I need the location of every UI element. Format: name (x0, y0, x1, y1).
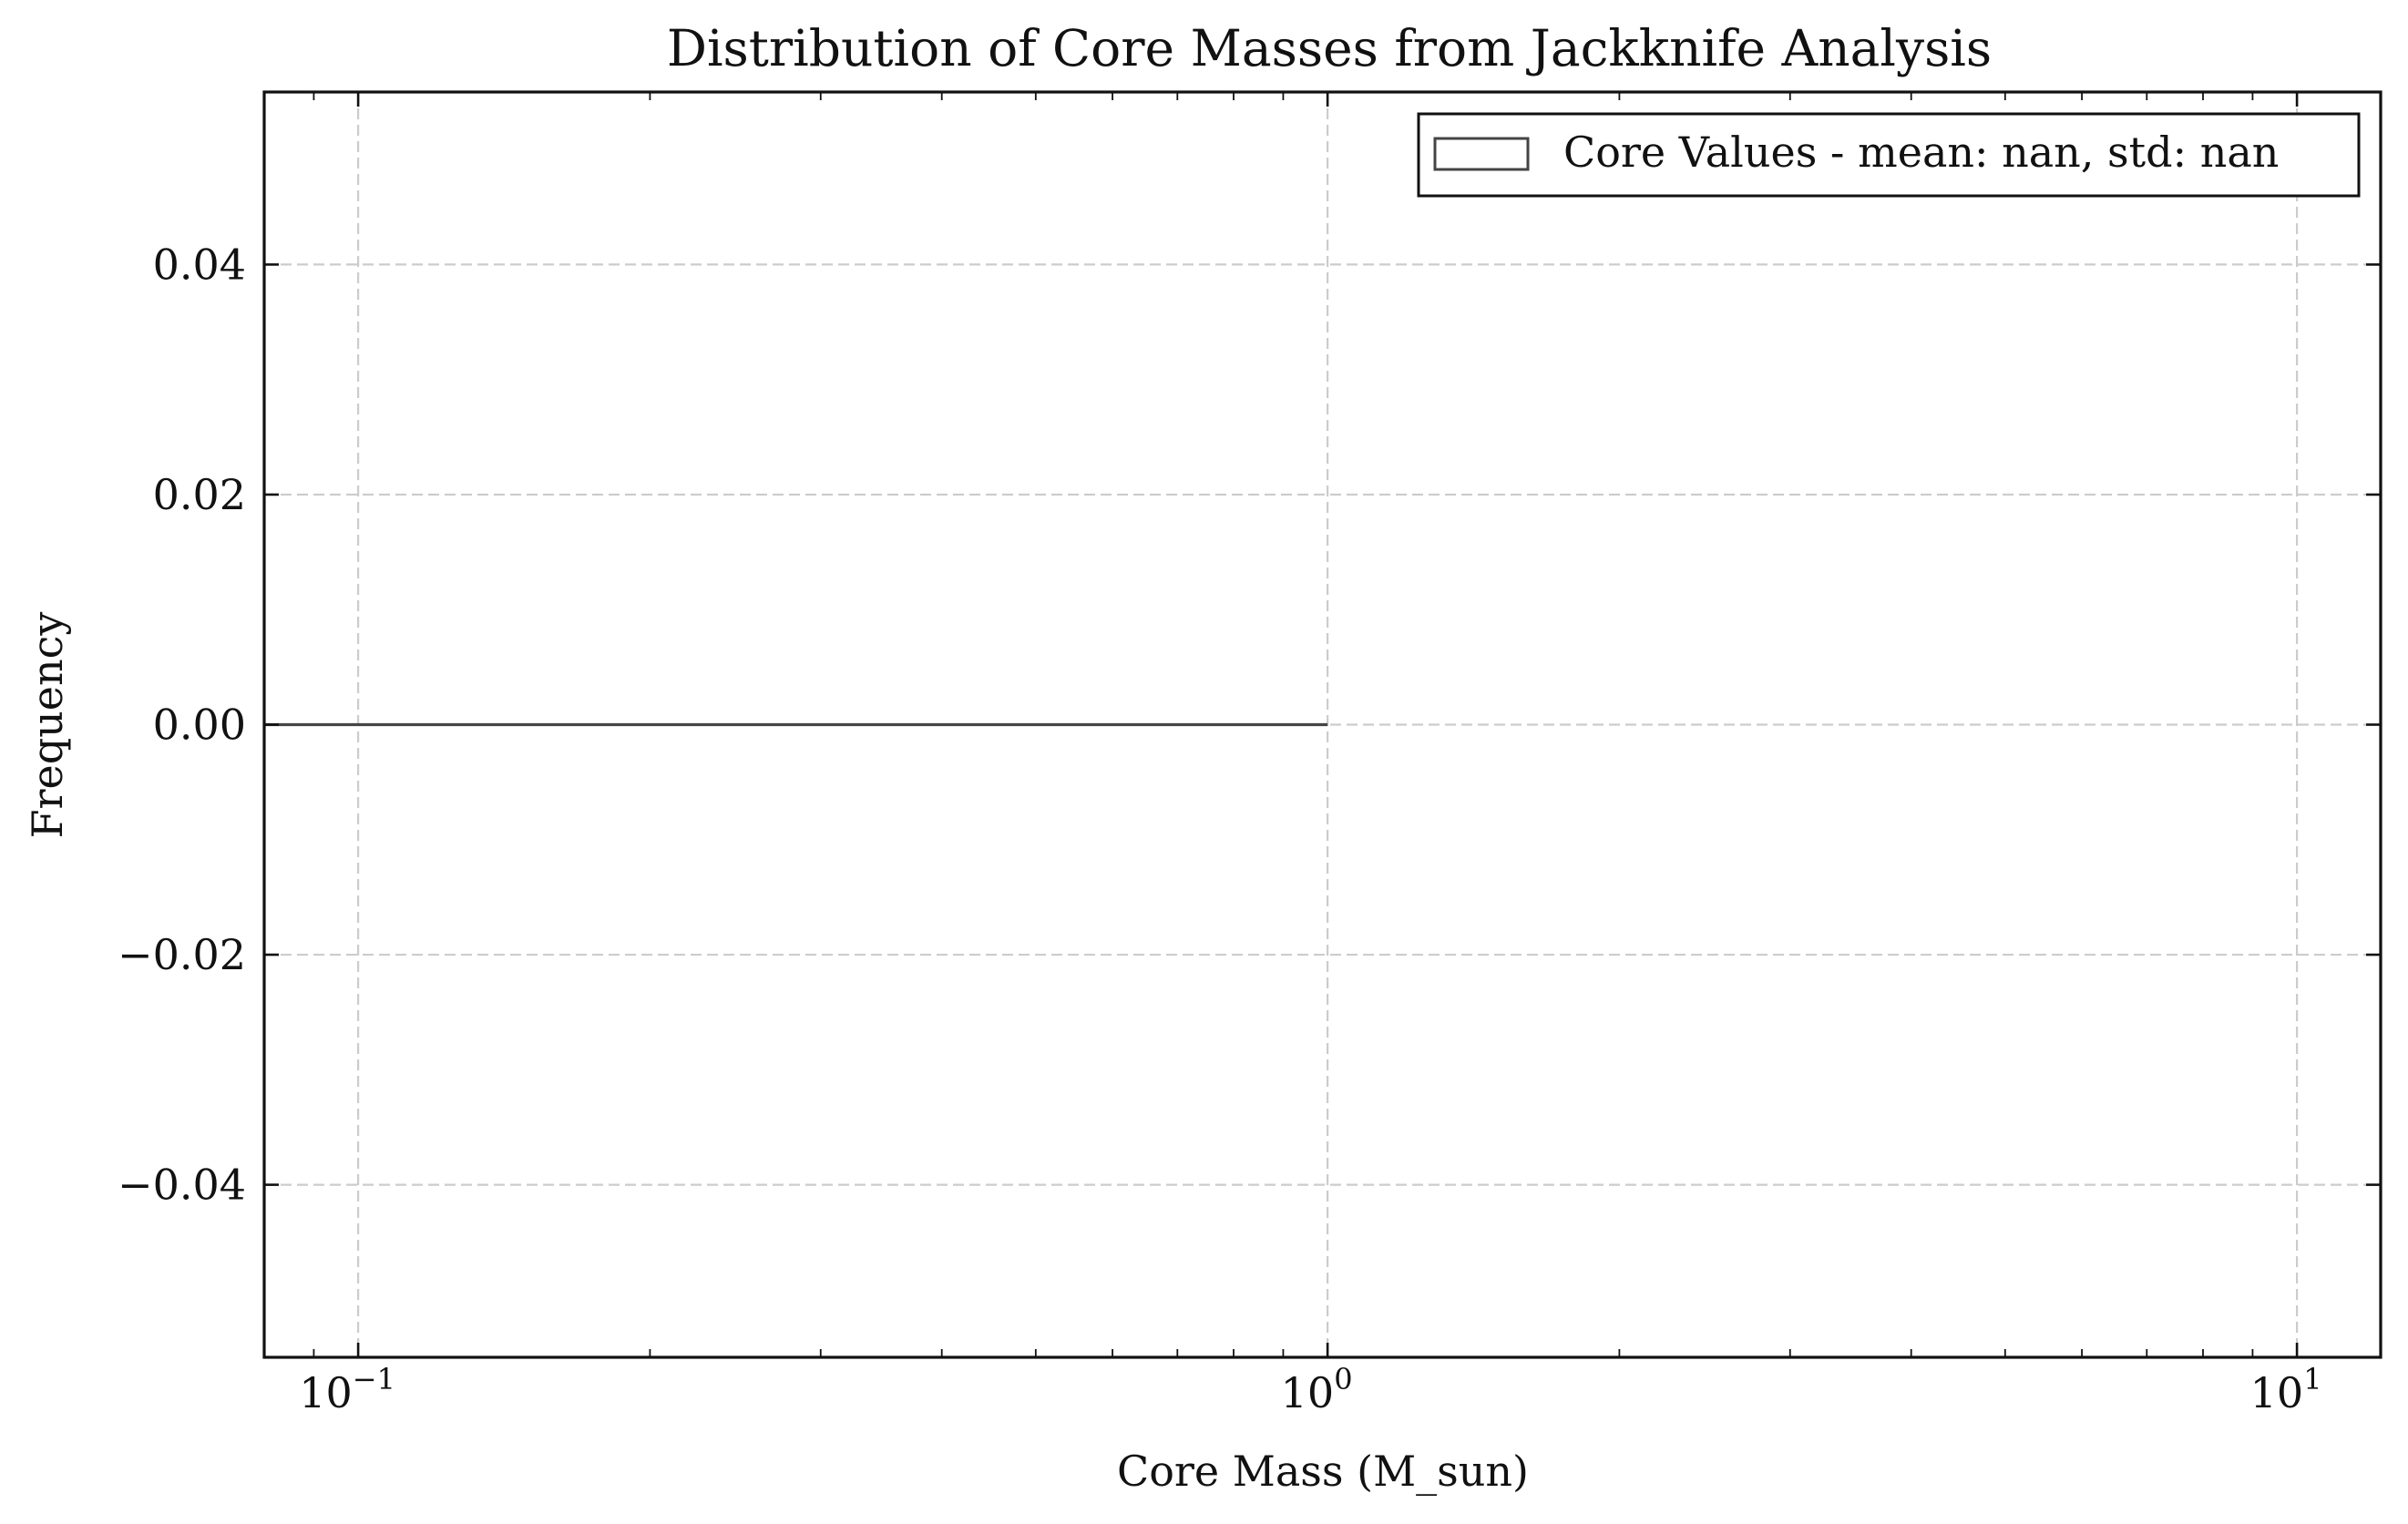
y-tick-label: 0.04 (153, 240, 246, 289)
y-tick-label: 0.02 (153, 470, 246, 519)
legend-entry-core-values: Core Values - mean: nan, std: nan (1563, 128, 2279, 177)
axis-ticks (263, 92, 2381, 1357)
x-tick-label: 100 (1281, 1362, 1353, 1417)
legend: Core Values - mean: nan, std: nan (1417, 112, 2361, 198)
y-tick-label: 0.00 (153, 701, 246, 750)
chart-title: Distribution of Core Masses from Jackkni… (667, 19, 1992, 77)
plot-frame (262, 90, 2382, 1359)
x-tick-label: 101 (2250, 1362, 2322, 1417)
x-tick-label: 10−1 (299, 1362, 395, 1417)
y-tick-labels: 0.04 0.02 0.00 −0.02 −0.04 (118, 240, 246, 1209)
y-tick-label: −0.04 (118, 1161, 246, 1210)
y-axis-label: Frequency (23, 612, 72, 839)
legend-box (1417, 112, 2361, 198)
legend-swatch (1433, 137, 1530, 171)
x-tick-labels: 10−1 100 101 (299, 1362, 2321, 1417)
x-axis-label: Core Mass (M_sun) (1117, 1447, 1529, 1496)
y-tick-label: −0.02 (118, 930, 246, 979)
